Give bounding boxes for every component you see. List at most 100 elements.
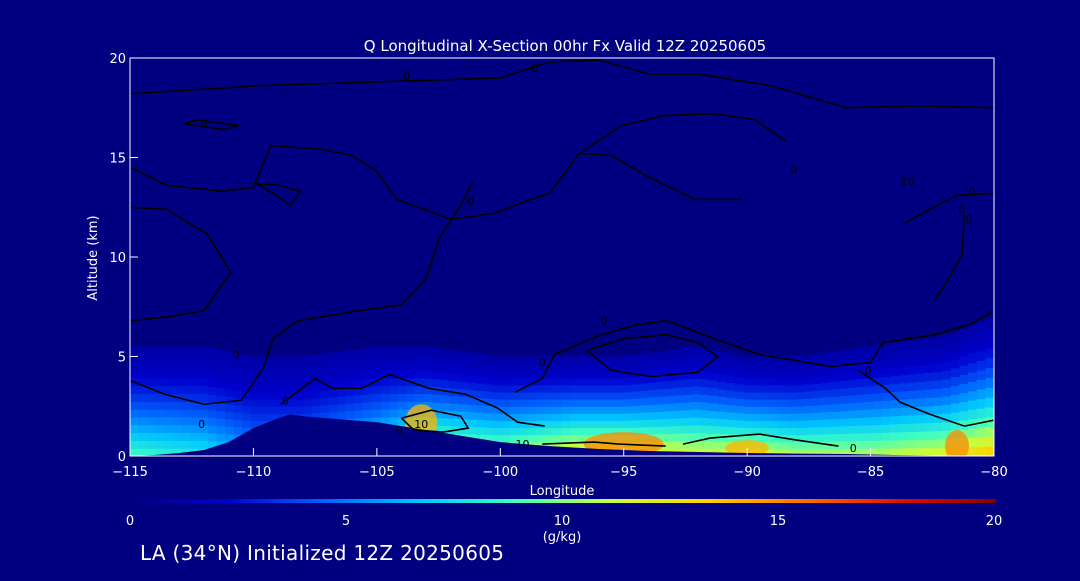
moisture-cell	[207, 348, 217, 357]
x-tick-label: −80	[980, 465, 1007, 480]
moisture-cell	[346, 350, 356, 359]
contour-label: 0	[601, 315, 608, 328]
moisture-cell	[683, 432, 693, 442]
moisture-cell	[864, 370, 874, 379]
moisture-cell	[467, 419, 477, 428]
moisture-cell	[242, 412, 252, 421]
moisture-cell	[769, 406, 779, 414]
moisture-cell	[216, 380, 226, 389]
contour-line	[542, 441, 666, 447]
moisture-cell	[467, 426, 477, 435]
moisture-cell	[155, 409, 166, 418]
moisture-cell	[371, 409, 382, 418]
moisture-cell	[708, 425, 719, 434]
moisture-cell	[803, 441, 814, 450]
moisture-cell	[130, 440, 140, 449]
contour-line	[400, 409, 470, 433]
moisture-cell	[363, 386, 373, 395]
moisture-cell	[890, 439, 900, 449]
moisture-cell	[130, 424, 140, 434]
moisture-cell	[147, 424, 157, 434]
moisture-cell	[164, 377, 174, 387]
moisture-cell	[778, 356, 788, 365]
moisture-cell	[708, 357, 719, 366]
moisture-cell	[553, 406, 563, 414]
moisture-cell	[829, 418, 839, 427]
moisture-cell	[726, 419, 736, 428]
moisture-cell	[890, 343, 900, 352]
moisture-cell	[354, 379, 364, 388]
moisture-cell	[562, 441, 572, 450]
moisture-cell	[276, 370, 287, 379]
moisture-cell	[639, 368, 649, 377]
moisture-cell	[216, 433, 226, 442]
moisture-cell	[579, 420, 589, 429]
moisture-cell	[881, 400, 891, 409]
moisture-cell	[760, 434, 770, 443]
moisture-cell	[838, 395, 848, 404]
moisture-cell	[371, 377, 382, 387]
moisture-cell	[432, 402, 442, 411]
moisture-cell	[605, 392, 615, 400]
moisture-cell	[346, 380, 356, 389]
moisture-cell	[786, 399, 796, 407]
moisture-cell	[225, 366, 235, 375]
moisture-cell	[199, 393, 209, 402]
moisture-cell	[138, 385, 148, 394]
moisture-cell	[605, 406, 615, 414]
moisture-cell	[821, 374, 831, 383]
moisture-cell	[847, 372, 857, 381]
moisture-cell	[164, 401, 174, 410]
moisture-cell	[847, 356, 857, 365]
moisture-cell	[207, 371, 217, 380]
moisture-cell	[458, 366, 468, 375]
moisture-cell	[665, 440, 675, 450]
moisture-cell	[657, 373, 667, 382]
moisture-cell	[812, 390, 822, 399]
moisture-cell	[942, 378, 952, 388]
moisture-cell	[155, 448, 166, 456]
moisture-cell	[847, 364, 857, 373]
moisture-cell	[207, 425, 217, 434]
moisture-cell	[380, 346, 390, 355]
moisture-cell	[674, 349, 684, 358]
moisture-cell	[190, 377, 200, 387]
moisture-cell	[631, 419, 641, 428]
contour-label: 0	[539, 356, 546, 369]
moisture-cell	[899, 374, 909, 384]
moisture-cell	[950, 350, 960, 360]
moisture-cell	[346, 372, 356, 381]
moisture-cell	[285, 399, 295, 407]
moisture-cell	[441, 402, 451, 411]
moisture-cell	[985, 357, 994, 369]
moisture-cell	[285, 406, 295, 414]
moisture-cell	[458, 358, 468, 367]
moisture-cell	[484, 405, 494, 414]
moisture-cell	[812, 441, 822, 450]
moisture-cell	[674, 372, 684, 381]
moisture-cell	[950, 341, 960, 351]
y-tick-label: 5	[118, 351, 126, 366]
moisture-cell	[501, 370, 511, 379]
moisture-cell	[942, 370, 952, 380]
moisture-cell	[924, 347, 935, 357]
moisture-cell	[130, 362, 140, 371]
moisture-cell	[769, 420, 779, 429]
moisture-cell	[803, 354, 814, 363]
moisture-cell	[631, 391, 641, 399]
moisture-cell	[959, 410, 969, 421]
contour-line	[586, 333, 719, 378]
moisture-cell	[536, 363, 546, 372]
moisture-cell	[622, 391, 632, 400]
moisture-cell	[873, 385, 883, 394]
moisture-cell	[147, 448, 157, 456]
moisture-cell	[380, 416, 390, 426]
moisture-cell	[700, 347, 710, 357]
moisture-cell	[648, 382, 658, 391]
moisture-cell	[587, 427, 598, 436]
moisture-cell	[130, 393, 140, 402]
moisture-cell	[173, 370, 183, 379]
moisture-cell	[760, 370, 770, 379]
moisture-cell	[942, 430, 952, 440]
moisture-cell	[613, 413, 623, 422]
